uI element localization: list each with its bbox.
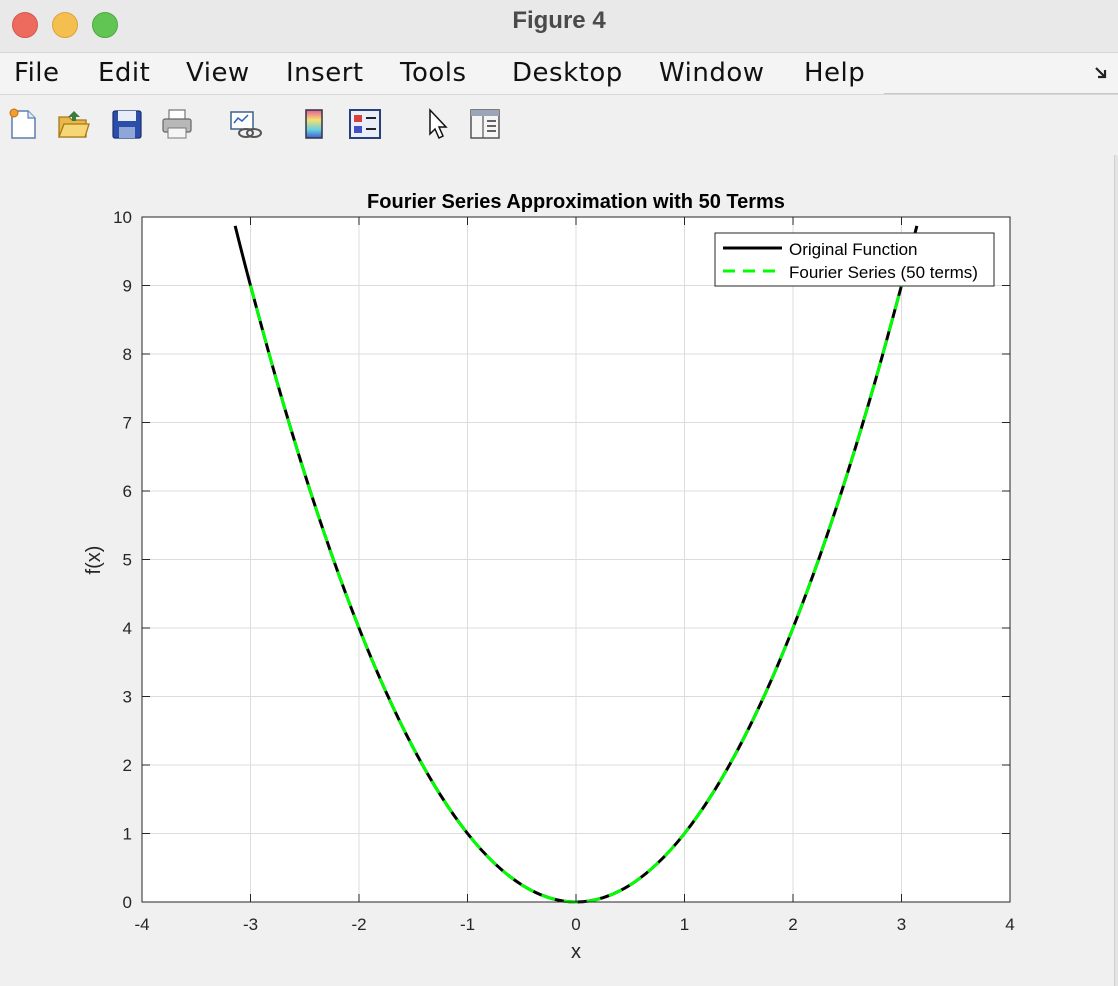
menu-help[interactable]: Help — [804, 58, 866, 88]
legend-box — [714, 232, 995, 287]
window-edge — [1114, 155, 1118, 986]
menu-window[interactable]: Window — [659, 58, 765, 88]
menu-tools[interactable]: Tools — [400, 58, 467, 88]
y-tick-label: 1 — [123, 825, 132, 844]
insert-legend-icon[interactable] — [348, 107, 382, 141]
save-icon[interactable] — [110, 107, 144, 141]
dock-figure-icon[interactable] — [1094, 66, 1108, 80]
print-icon[interactable] — [160, 107, 194, 141]
x-tick-label: 4 — [1005, 915, 1014, 934]
y-tick-label: 3 — [123, 688, 132, 707]
y-tick-label: 6 — [123, 482, 132, 501]
menu-desktop[interactable]: Desktop — [512, 58, 623, 88]
x-tick-label: 0 — [571, 915, 580, 934]
menu-view[interactable]: View — [186, 58, 250, 88]
y-tick-label: 2 — [123, 756, 132, 775]
legend[interactable]: Original Function Fourier Series (50 ter… — [714, 232, 995, 287]
menu-bar: File Edit View Insert Tools Desktop Wind… — [0, 53, 1118, 95]
menu-insert[interactable]: Insert — [286, 58, 364, 88]
menu-divider — [884, 93, 1118, 94]
x-axis-label: x — [571, 941, 581, 963]
x-tick-label: 3 — [897, 915, 906, 934]
edit-plot-icon[interactable] — [422, 107, 456, 141]
figure-toolbar — [0, 95, 1118, 155]
x-tick-label: -4 — [134, 915, 149, 934]
y-tick-label: 5 — [123, 551, 132, 570]
open-file-icon[interactable] — [56, 107, 90, 141]
menu-edit[interactable]: Edit — [98, 58, 151, 88]
y-tick-label: 10 — [113, 208, 132, 227]
y-axis-label: f(x) — [83, 546, 105, 575]
new-figure-icon[interactable] — [6, 107, 40, 141]
x-tick-label: 2 — [788, 915, 797, 934]
x-tick-label: -2 — [351, 915, 366, 934]
property-inspector-icon[interactable] — [468, 107, 502, 141]
title-bar: Figure 4 — [0, 0, 1118, 53]
y-tick-label: 0 — [123, 893, 132, 912]
x-tick-label: 1 — [680, 915, 689, 934]
x-tick-label: -3 — [243, 915, 258, 934]
close-window-button[interactable] — [12, 12, 38, 38]
menu-file[interactable]: File — [14, 58, 60, 88]
y-tick-label: 4 — [123, 619, 132, 638]
y-tick-label: 8 — [123, 345, 132, 364]
chart-title: Fourier Series Approximation with 50 Ter… — [367, 191, 785, 213]
y-tick-label: 9 — [123, 277, 132, 296]
x-tick-label: -1 — [460, 915, 475, 934]
window-title: Figure 4 — [512, 7, 606, 34]
legend-entry-original: Original Function — [789, 240, 918, 259]
legend-entry-fourier: Fourier Series (50 terms) — [789, 263, 978, 282]
minimize-window-button[interactable] — [52, 12, 78, 38]
y-tick-label: 7 — [123, 414, 132, 433]
insert-colorbar-icon[interactable] — [298, 107, 332, 141]
axis-ticks: -4 -3 -2 -1 0 1 2 3 4 0 1 2 3 4 5 6 7 8 9 10 — [113, 208, 1015, 934]
zoom-window-button[interactable] — [92, 12, 118, 38]
link-plot-icon[interactable] — [228, 107, 262, 141]
